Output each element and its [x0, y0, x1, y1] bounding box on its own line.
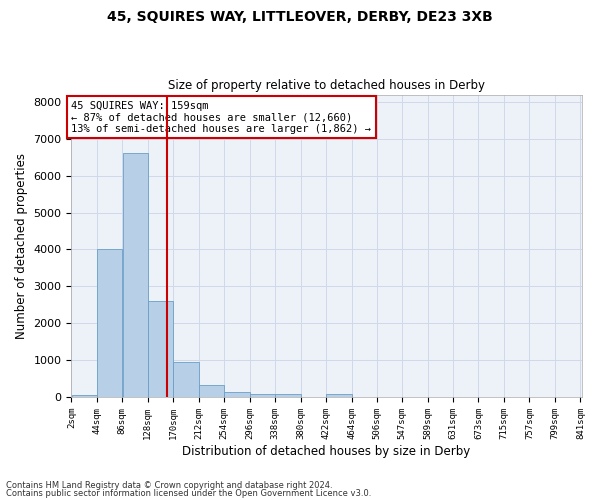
Bar: [275, 394, 301, 397]
Bar: [250, 394, 275, 397]
Text: Contains public sector information licensed under the Open Government Licence v3: Contains public sector information licen…: [6, 489, 371, 498]
Bar: [173, 362, 199, 397]
Bar: [122, 153, 148, 397]
Text: 45, SQUIRES WAY, LITTLEOVER, DERBY, DE23 3XB: 45, SQUIRES WAY, LITTLEOVER, DERBY, DE23…: [107, 10, 493, 24]
X-axis label: Distribution of detached houses by size in Derby: Distribution of detached houses by size …: [182, 444, 470, 458]
Y-axis label: Number of detached properties: Number of detached properties: [15, 153, 28, 339]
Text: 45 SQUIRES WAY: 159sqm
← 87% of detached houses are smaller (12,660)
13% of semi: 45 SQUIRES WAY: 159sqm ← 87% of detached…: [71, 100, 371, 134]
Bar: [199, 385, 224, 397]
Bar: [97, 248, 122, 397]
Bar: [148, 300, 173, 397]
Text: Contains HM Land Registry data © Crown copyright and database right 2024.: Contains HM Land Registry data © Crown c…: [6, 480, 332, 490]
Bar: [224, 392, 250, 397]
Bar: [326, 394, 352, 397]
Bar: [71, 395, 97, 397]
Title: Size of property relative to detached houses in Derby: Size of property relative to detached ho…: [168, 79, 485, 92]
